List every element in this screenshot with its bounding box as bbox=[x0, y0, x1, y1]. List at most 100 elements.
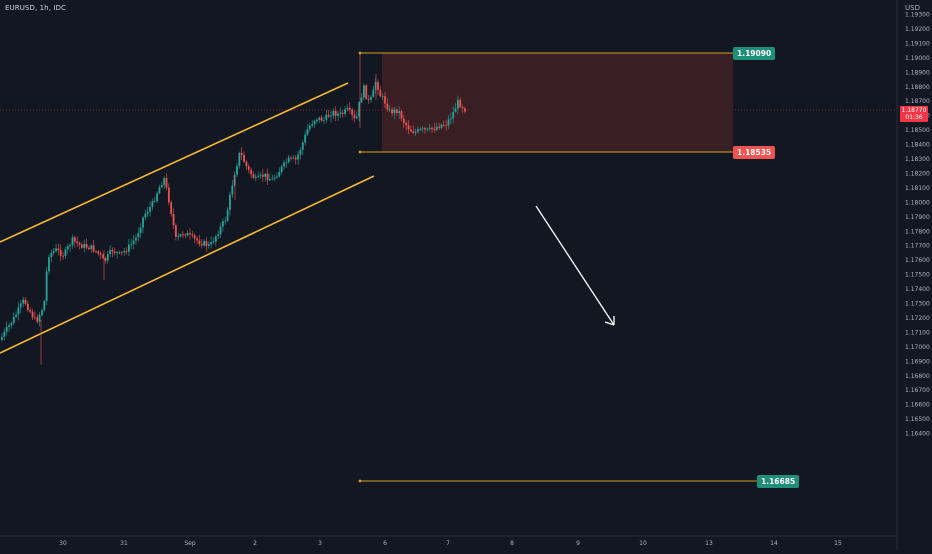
channel-lower-line[interactable] bbox=[0, 175, 375, 354]
candle-body bbox=[170, 202, 173, 214]
down-arrow-drawing[interactable] bbox=[535, 205, 615, 326]
candle-body bbox=[334, 110, 337, 116]
price-tick-label: 1.17300 bbox=[905, 301, 930, 308]
candle-body bbox=[327, 114, 330, 117]
candle-body bbox=[278, 171, 281, 177]
level-badge-bottom[interactable]: 1.16685 bbox=[757, 475, 800, 488]
candle-body bbox=[407, 125, 410, 130]
candle-body bbox=[365, 85, 368, 99]
time-tick-label: 8 bbox=[510, 540, 514, 547]
candle-body bbox=[205, 241, 208, 246]
candle-body bbox=[41, 310, 43, 315]
price-tick-label: 1.18300 bbox=[905, 156, 930, 163]
candle-body bbox=[153, 201, 156, 202]
candle-body bbox=[189, 233, 191, 235]
price-tick-label: 1.16500 bbox=[905, 416, 930, 423]
price-tick-label: 1.17700 bbox=[905, 243, 930, 250]
candle-body bbox=[370, 96, 372, 100]
bar-countdown: 01:36 bbox=[905, 114, 923, 121]
candle-body bbox=[363, 85, 365, 98]
candle-body bbox=[83, 243, 86, 248]
candle-body bbox=[212, 241, 215, 243]
price-tick-label: 1.18700 bbox=[905, 98, 930, 105]
candle-body bbox=[184, 234, 187, 236]
candle-body bbox=[459, 99, 462, 108]
candle-body bbox=[203, 241, 205, 246]
level-line-bottom-anchor[interactable] bbox=[358, 479, 362, 483]
level-line-mid-anchor[interactable] bbox=[358, 150, 362, 154]
price-tick-label: 1.16600 bbox=[905, 402, 930, 409]
candle-body bbox=[240, 152, 243, 155]
candle-body bbox=[48, 257, 50, 272]
time-tick-label: 2 bbox=[253, 540, 257, 547]
candle-body bbox=[116, 252, 119, 254]
supply-zone-rectangle[interactable] bbox=[382, 53, 733, 152]
candle-body bbox=[449, 118, 452, 120]
candle-body bbox=[243, 154, 245, 162]
time-tick-label: 30 bbox=[59, 540, 67, 547]
candle-body bbox=[15, 314, 17, 317]
candle-body bbox=[308, 125, 311, 130]
candle-body bbox=[109, 249, 111, 255]
candle-body bbox=[62, 255, 64, 257]
candle-body bbox=[76, 241, 79, 243]
price-tick-label: 1.18000 bbox=[905, 199, 930, 206]
candle-body bbox=[301, 142, 304, 150]
candle-body bbox=[229, 194, 231, 211]
candle-body bbox=[440, 124, 443, 128]
candle-body bbox=[8, 325, 10, 327]
price-axis-panel[interactable] bbox=[897, 0, 932, 550]
last-price-value: 1.18770 bbox=[901, 107, 927, 114]
time-tick-label: 6 bbox=[383, 540, 387, 547]
level-badge-top[interactable]: 1.19090 bbox=[733, 47, 776, 60]
time-tick-label: 31 bbox=[120, 540, 128, 547]
candle-body bbox=[99, 253, 102, 255]
candle-body bbox=[452, 111, 455, 119]
price-tick-label: 1.17400 bbox=[905, 286, 930, 293]
level-badge-mid[interactable]: 1.18535 bbox=[733, 146, 776, 159]
candle-body bbox=[226, 210, 229, 221]
candle-body bbox=[118, 252, 121, 253]
candle-body bbox=[12, 316, 15, 324]
time-tick-label: 13 bbox=[705, 540, 713, 547]
candle-body bbox=[428, 127, 431, 129]
candle-body bbox=[71, 237, 74, 245]
candle-body bbox=[250, 169, 252, 175]
candle-body bbox=[123, 250, 126, 253]
candle-body bbox=[160, 185, 163, 188]
price-tick-label: 1.18800 bbox=[905, 84, 930, 91]
candle-body bbox=[318, 117, 321, 120]
candle-body bbox=[3, 331, 6, 337]
candle-body bbox=[196, 238, 198, 241]
time-tick-label: 7 bbox=[446, 540, 450, 547]
candle-body bbox=[424, 128, 426, 130]
candle-body bbox=[81, 244, 83, 248]
candle-body bbox=[374, 81, 377, 90]
candle-body bbox=[102, 254, 104, 259]
symbol-label[interactable]: EURUSD, 1h, IDC bbox=[5, 4, 66, 12]
candle-body bbox=[438, 126, 440, 128]
price-tick-label: 1.17000 bbox=[905, 344, 930, 351]
candle-body bbox=[146, 211, 149, 214]
time-tick-label: 14 bbox=[770, 540, 778, 547]
channel-upper-line[interactable] bbox=[0, 82, 349, 243]
candle-body bbox=[10, 323, 13, 326]
candle-body bbox=[339, 112, 342, 114]
candle-body bbox=[64, 249, 67, 256]
candle-body bbox=[73, 237, 76, 242]
time-axis-ticks: 30 31 Sep 2 3 6 7 8 9 10 13 14 15 bbox=[59, 540, 842, 547]
candle-body bbox=[325, 114, 328, 120]
candle-body bbox=[222, 221, 224, 227]
candle-body bbox=[386, 103, 389, 110]
price-tick-label: 1.16800 bbox=[905, 373, 930, 380]
candle-body bbox=[287, 157, 290, 163]
candle-body bbox=[367, 98, 370, 100]
candle-body bbox=[111, 249, 114, 252]
candle-body bbox=[130, 243, 133, 245]
candle-body bbox=[316, 119, 318, 122]
level-line-top-anchor[interactable] bbox=[358, 51, 362, 55]
candle-body bbox=[379, 90, 382, 97]
candlestick-series bbox=[1, 52, 466, 365]
